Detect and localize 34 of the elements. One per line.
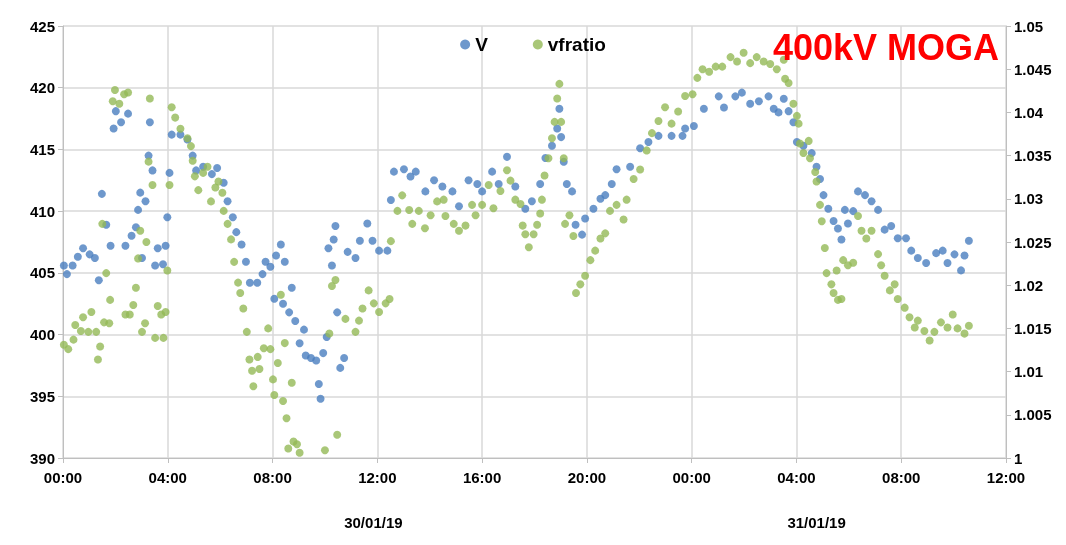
y2-tick-label: 1.045 [1014, 60, 1052, 78]
y2-tick-label: 1.025 [1014, 233, 1052, 251]
chart-title: 400kV MOGA [772, 26, 999, 68]
y-tick-label: 410 [29, 202, 55, 220]
x-tick-label: 08:00 [882, 469, 921, 486]
x-tick-label: 04:00 [148, 469, 187, 486]
legend-label: V [475, 34, 489, 55]
x-tick-label: 20:00 [567, 469, 607, 486]
y2-tick-label: 1.05 [1014, 17, 1044, 35]
x-tick-label: 00:00 [672, 469, 711, 486]
y2-tick-label: 1.04 [1014, 103, 1044, 121]
y-tick-label: 405 [29, 264, 55, 282]
y2-tick-label: 1 [1014, 449, 1023, 467]
y-tick-label: 425 [29, 17, 55, 35]
legend-label: vfratio [547, 34, 606, 55]
x-tick-label: 04:00 [777, 469, 816, 486]
y-tick-label: 390 [29, 449, 55, 467]
x-tick-label: 12:00 [358, 469, 397, 486]
y2-tick-label: 1.03 [1014, 190, 1044, 208]
y2-tick-label: 1.01 [1014, 363, 1044, 381]
x-tick-label: 12:00 [986, 469, 1026, 486]
x-tick-label: 16:00 [462, 469, 502, 486]
y-tick-label: 395 [29, 387, 55, 405]
y2-tick-label: 1.005 [1014, 406, 1052, 424]
text: 31/01/19 [787, 514, 846, 531]
y-tick-label: 420 [29, 79, 55, 97]
y2-tick-label: 1.035 [1014, 147, 1052, 165]
x-tick-label: 00:00 [43, 469, 83, 486]
text: 30/01/19 [344, 514, 403, 531]
x-tick-label: 08:00 [253, 469, 292, 486]
y-tick-label: 415 [29, 140, 55, 158]
y2-tick-label: 1.02 [1014, 276, 1044, 294]
y-tick-label: 400 [29, 326, 55, 344]
y2-tick-label: 1.015 [1014, 319, 1052, 337]
